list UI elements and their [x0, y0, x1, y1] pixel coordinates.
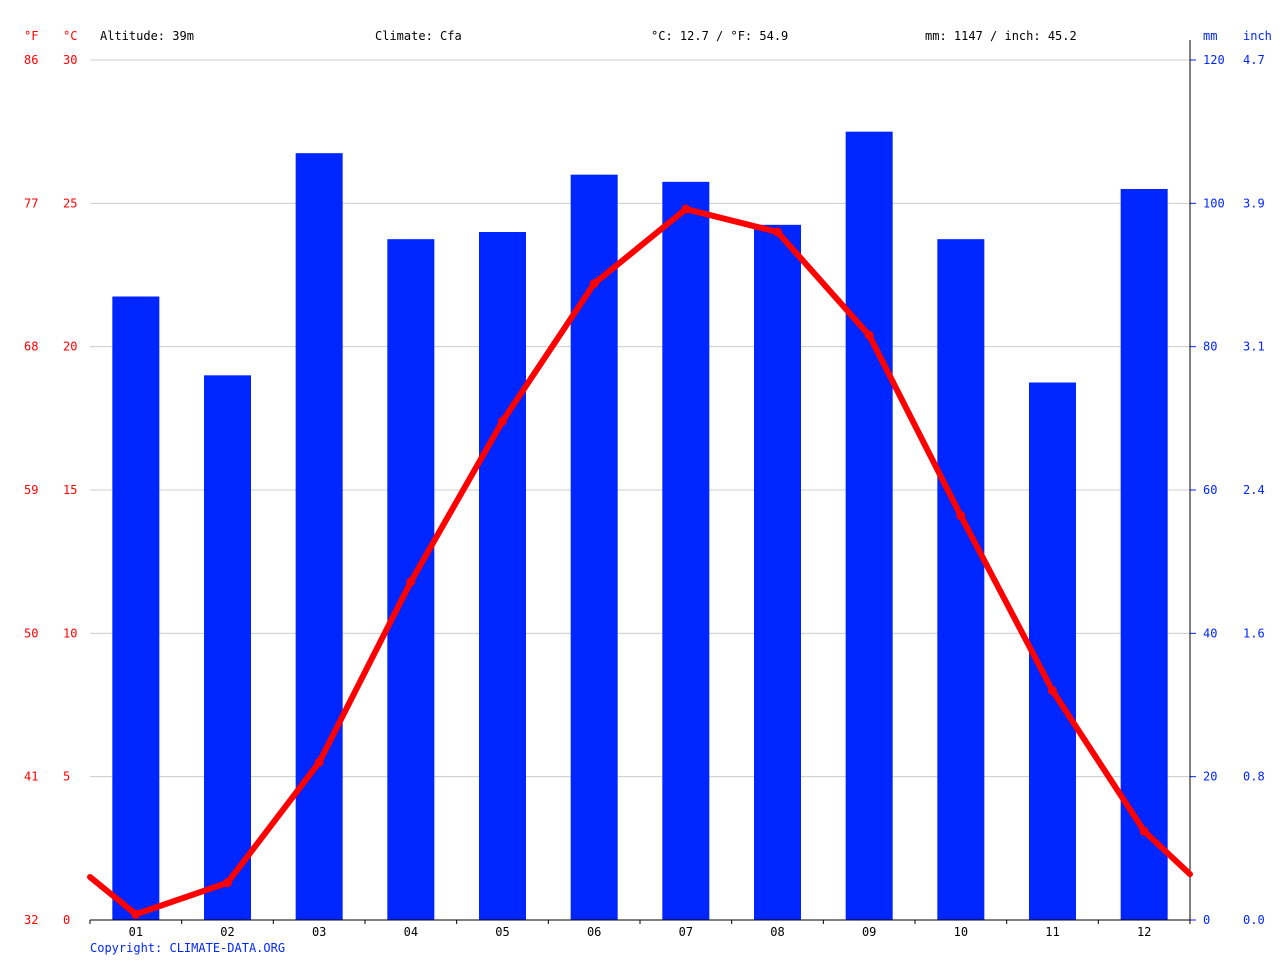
- axes: [89, 40, 1196, 924]
- precipitation-bar: [845, 131, 893, 920]
- fahrenheit-tick-label: 86: [24, 53, 38, 67]
- temperature-point: [131, 909, 141, 919]
- precipitation-bars: [112, 131, 1168, 921]
- month-tick-label: 02: [220, 925, 234, 939]
- month-tick-label: 11: [1045, 925, 1059, 939]
- month-tick-label: 07: [679, 925, 693, 939]
- celsius-tick-label: 0: [63, 913, 70, 927]
- precipitation-bar: [662, 181, 710, 921]
- inch-tick-label: 3.1: [1243, 340, 1265, 354]
- celsius-tick-label: 5: [63, 770, 70, 784]
- temperature-series-line: [87, 206, 1193, 918]
- precipitation-bar: [570, 174, 618, 920]
- temperature-point: [1139, 826, 1149, 836]
- inch-tick-label: 0.0: [1243, 913, 1265, 927]
- temperature-point: [406, 577, 416, 587]
- temperature-point: [1048, 686, 1057, 696]
- precipitation-average-label: mm: 1147 / inch: 45.2: [925, 29, 1077, 43]
- mm-tick-label: 80: [1203, 340, 1217, 354]
- mm-tick-label: 0: [1203, 913, 1210, 927]
- altitude-label: Altitude: 39m: [100, 29, 194, 43]
- month-tick-label: 09: [862, 925, 876, 939]
- precipitation-bar: [112, 296, 160, 920]
- month-tick-label: 08: [770, 925, 784, 939]
- inch-tick-label: 4.7: [1243, 53, 1265, 67]
- fahrenheit-unit-label: °F: [24, 29, 38, 43]
- inch-tick-label: 0.8: [1243, 770, 1265, 784]
- mm-tick-label: 120: [1203, 53, 1225, 67]
- celsius-tick-label: 15: [63, 483, 77, 497]
- celsius-tick-label: 25: [63, 196, 77, 210]
- temperature-point: [956, 511, 966, 521]
- fahrenheit-tick-label: 41: [24, 770, 38, 784]
- fahrenheit-tick-label: 68: [24, 340, 38, 354]
- gridlines: [90, 59, 1190, 778]
- month-tick-label: 01: [129, 925, 143, 939]
- temperature-point: [681, 204, 691, 214]
- mm-tick-label: 40: [1203, 626, 1217, 640]
- precipitation-bar: [937, 239, 985, 920]
- fahrenheit-tick-label: 77: [24, 196, 38, 210]
- precipitation-bar: [1029, 382, 1076, 920]
- celsius-tick-label: 20: [63, 340, 77, 354]
- precipitation-bar: [754, 224, 801, 921]
- copyright-label: Copyright: CLIMATE-DATA.ORG: [90, 941, 285, 955]
- temperature-point: [498, 416, 507, 426]
- inch-tick-label: 3.9: [1243, 196, 1265, 210]
- celsius-unit-label: °C: [63, 29, 77, 43]
- inch-unit-label: inch: [1243, 29, 1272, 43]
- month-tick-label: 06: [587, 925, 601, 939]
- celsius-tick-label: 30: [63, 53, 77, 67]
- temperature-point: [864, 330, 874, 340]
- celsius-tick-label: 10: [63, 626, 77, 640]
- temperature-point: [314, 757, 324, 767]
- temperature-average-label: °C: 12.7 / °F: 54.9: [651, 29, 788, 43]
- temperature-line: [87, 204, 1193, 919]
- fahrenheit-tick-label: 50: [24, 626, 38, 640]
- precipitation-bar: [295, 153, 343, 920]
- inch-tick-label: 2.4: [1243, 483, 1265, 497]
- temperature-point: [773, 227, 782, 237]
- mm-tick-label: 100: [1203, 196, 1225, 210]
- precipitation-bar: [1120, 189, 1168, 920]
- mm-tick-label: 20: [1203, 770, 1217, 784]
- mm-unit-label: mm: [1203, 29, 1217, 43]
- fahrenheit-tick-label: 59: [24, 483, 38, 497]
- temperature-point: [223, 878, 232, 888]
- month-tick-label: 12: [1137, 925, 1151, 939]
- month-tick-label: 04: [404, 925, 418, 939]
- fahrenheit-tick-label: 32: [24, 913, 38, 927]
- month-tick-label: 10: [954, 925, 968, 939]
- month-tick-label: 05: [495, 925, 509, 939]
- inch-tick-label: 1.6: [1243, 626, 1265, 640]
- precipitation-bar: [479, 232, 526, 920]
- mm-tick-label: 60: [1203, 483, 1217, 497]
- month-tick-label: 03: [312, 925, 326, 939]
- climate-label: Climate: Cfa: [375, 29, 462, 43]
- tick-labels: 32 0 0 0.0 41 5 20 0.8 50 10 40 1.6 59 15 60 2.4 68 20 80 3…: [24, 53, 1265, 939]
- precipitation-bar: [204, 375, 251, 920]
- temperature-point: [589, 279, 599, 289]
